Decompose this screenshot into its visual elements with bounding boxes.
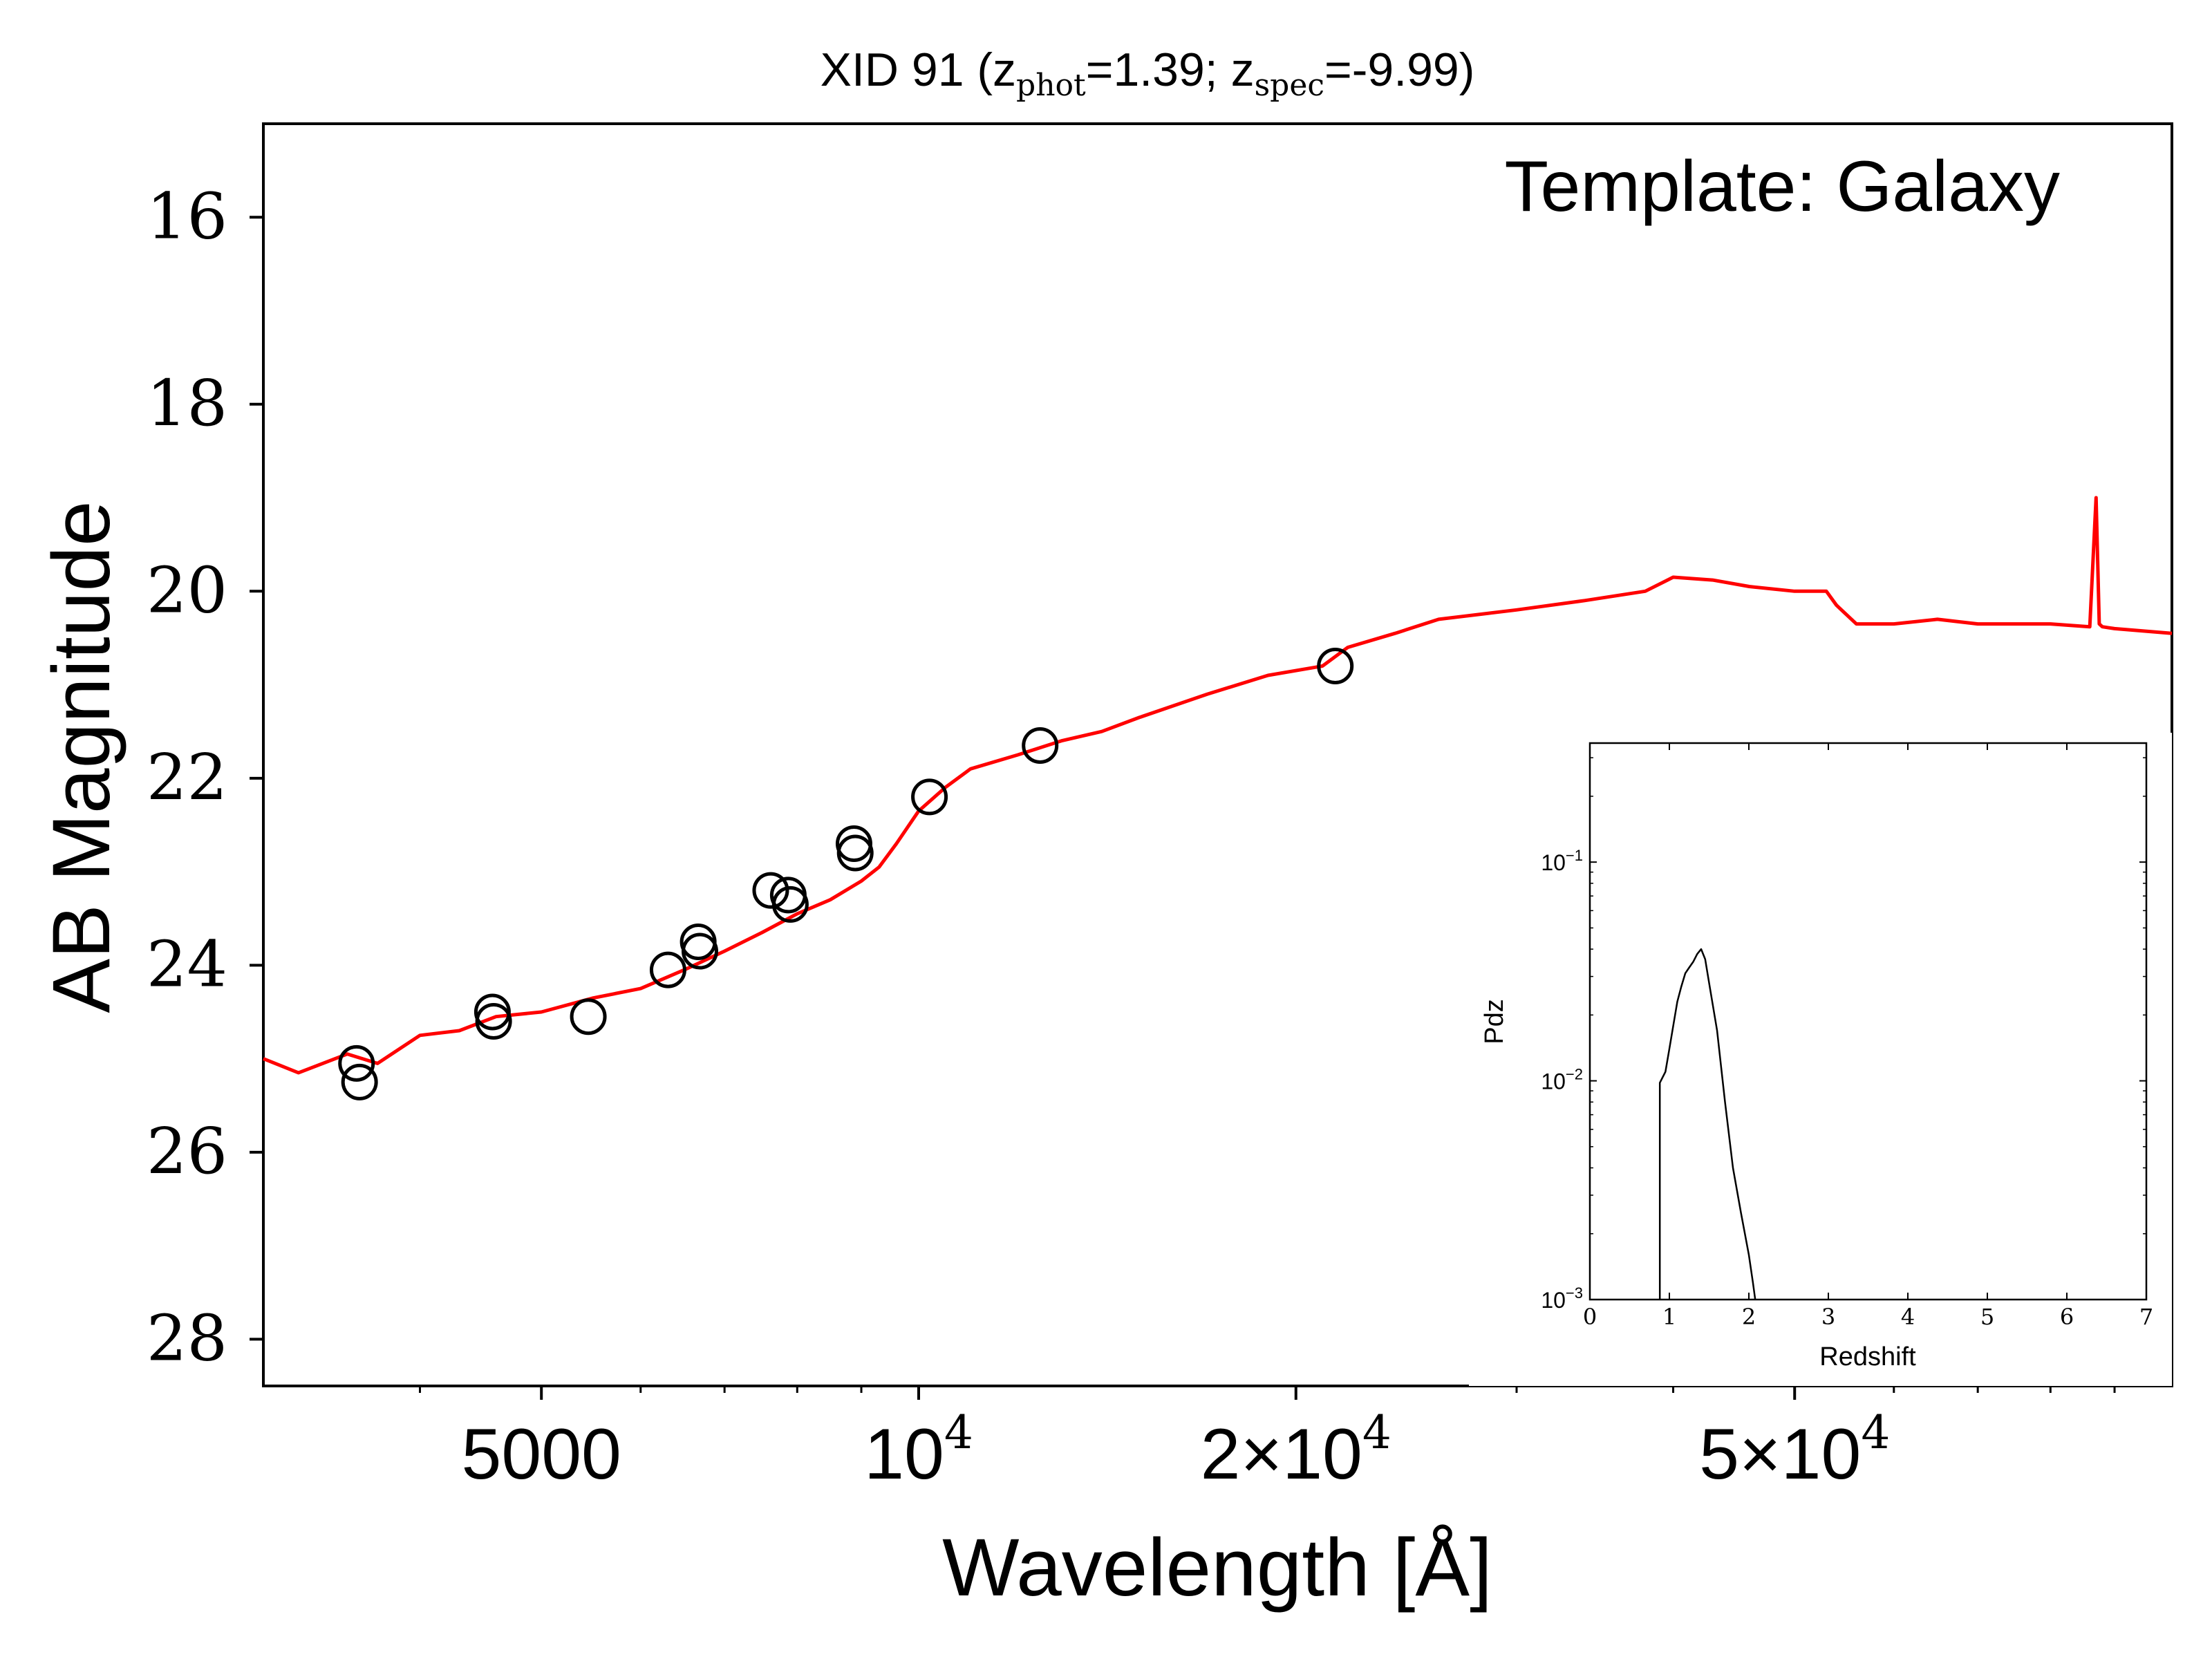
photometry-point (771, 885, 809, 923)
photometry-point (649, 951, 686, 988)
inset-x-tick-label: 0 (1583, 1304, 1597, 1330)
inset-series-layer (1658, 948, 1756, 1300)
inset-axes: 0 1 2 3 4 5 6 7 10−1 10−2 10−3 (1541, 743, 2153, 1330)
photometry-point (570, 998, 607, 1035)
inset-x-tick-label: 3 (1821, 1304, 1835, 1330)
x-tick-label: 5000 (462, 1414, 621, 1494)
x-tick-label: 104 (864, 1406, 973, 1494)
y-tick-label: 18 (147, 366, 227, 440)
inset-plot: 0 1 2 3 4 5 6 7 10−1 10−2 10−3 Redshift Pdz (1469, 733, 2172, 1386)
photometry-point (681, 932, 718, 970)
inset-y-tick-label: 10−3 (1541, 1284, 1583, 1313)
photometry-point (836, 834, 874, 872)
y-tick-label: 28 (147, 1301, 227, 1375)
photometry-point (911, 778, 948, 816)
y-tick-label: 22 (147, 740, 227, 814)
inset-x-tick-label: 1 (1662, 1304, 1676, 1330)
inset-frame (1588, 742, 2148, 1301)
inset-y-label: Pdz (1480, 999, 1509, 1044)
y-tick-label: 26 (147, 1114, 227, 1188)
template-sed-line (263, 496, 2173, 1075)
inset-x-label: Redshift (1819, 1342, 1916, 1371)
y-tick-label: 16 (147, 179, 227, 253)
photometry-point (752, 872, 789, 909)
inset-background (1469, 733, 2172, 1386)
photometry-point (1317, 648, 1354, 685)
y-axis: 16 18 20 22 24 26 28 (147, 179, 263, 1375)
photometry-point (1022, 727, 1059, 764)
chart-title: XID 91 (zphot=1.39; zspec=-9.99) (821, 44, 1475, 103)
photometry-point (338, 1044, 375, 1082)
inset-x-tick-label: 4 (1901, 1304, 1915, 1330)
inset-x-tick-label: 2 (1742, 1304, 1756, 1330)
main-series-layer (263, 496, 2173, 1100)
y-tick-label: 20 (147, 553, 227, 627)
inset-x-tick-label: 6 (2060, 1304, 2074, 1330)
template-annotation: Template: Galaxy (1505, 147, 2060, 227)
y-axis-label: AB Magnitude (36, 500, 127, 1013)
x-axis: 5000 104 2×104 5×104 (419, 1386, 2116, 1494)
inset-y-tick-label: 10−2 (1541, 1066, 1583, 1094)
photometry-point (475, 1002, 512, 1040)
x-axis-label: Wavelength [Å] (942, 1522, 1492, 1613)
y-tick-label: 24 (147, 927, 227, 1001)
photometry-point (341, 1063, 378, 1100)
pdz-line (1658, 948, 1756, 1300)
inset-x-tick-label: 7 (2139, 1304, 2153, 1330)
inset-x-tick-label: 5 (1980, 1304, 1994, 1330)
inset-y-tick-label: 10−1 (1541, 847, 1583, 875)
x-tick-label: 2×104 (1201, 1406, 1391, 1494)
x-tick-label: 5×104 (1699, 1406, 1890, 1494)
